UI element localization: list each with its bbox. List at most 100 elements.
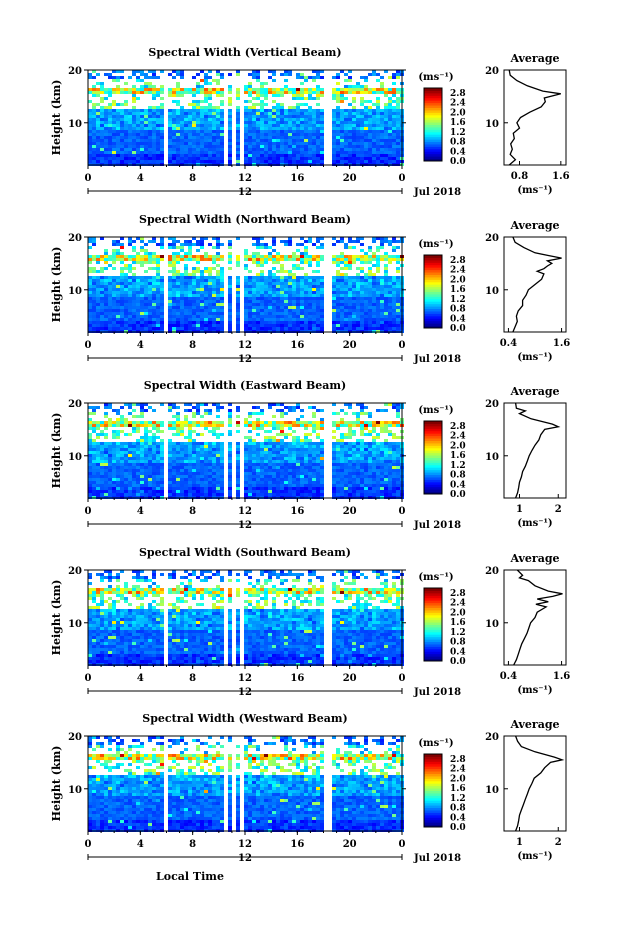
heatmap-cell [332,76,336,79]
heatmap-cell [96,160,100,163]
heatmap-cell [308,300,312,303]
heatmap-cell [236,124,240,127]
x-tick-label: 8 [189,340,196,351]
heatmap-cell [212,246,216,249]
heatmap-cell [296,130,300,133]
heatmap-cell [372,154,376,157]
heatmap-cell [268,145,272,148]
heatmap-cell [208,490,212,493]
heatmap-cell [144,142,148,145]
heatmap-cell [344,303,348,306]
heatmap-cell [276,145,280,148]
heatmap-cell [284,258,288,261]
heatmap-cell [280,151,284,154]
heatmap-cell [260,246,264,249]
heatmap-cell [384,103,388,106]
heatmap-cell [192,475,196,478]
heatmap-cell [344,73,348,76]
heatmap-cell [260,109,264,112]
heatmap-cell [96,469,100,472]
heatmap-cell [208,442,212,445]
heatmap-cell [92,490,96,493]
heatmap-cell [336,291,340,294]
heatmap-cell [304,273,308,276]
heatmap-cell [396,321,400,324]
heatmap-cell [380,151,384,154]
heatmap-cell [100,466,104,469]
heatmap-cell [368,127,372,130]
heatmap-cell [96,436,100,439]
heatmap-cell [372,151,376,154]
heatmap-cell [168,154,172,157]
heatmap-cell [100,463,104,466]
heatmap-cell [340,318,344,321]
heatmap-cell [384,109,388,112]
heatmap-cell [348,127,352,130]
heatmap-cell [116,240,120,243]
heatmap-cell [184,487,188,490]
heatmap-cell [204,427,208,430]
heatmap-cell [264,475,268,478]
heatmap-cell [380,303,384,306]
heatmap-cell [356,288,360,291]
heatmap-cell [380,309,384,312]
heatmap-cell [192,124,196,127]
heatmap-cell [236,297,240,300]
heatmap-cell [364,100,368,103]
heatmap-cell [244,291,248,294]
heatmap-cell [200,327,204,330]
heatmap-cell [384,124,388,127]
heatmap-cell [124,133,128,136]
heatmap-cell [140,79,144,82]
heatmap-cell [300,91,304,94]
heatmap-cell [300,130,304,133]
heatmap-cell [292,142,296,145]
heatmap-cell [296,151,300,154]
heatmap-cell [124,282,128,285]
heatmap-cell [348,88,352,91]
y-axis-label: Height (km) [50,80,63,156]
heatmap-cell [244,487,248,490]
average-x-tick-label: 1.6 [552,171,569,182]
heatmap-cell [184,300,188,303]
heatmap-cell [268,273,272,276]
heatmap-cell [256,109,260,112]
heatmap-cell [192,127,196,130]
heatmap-cell [132,454,136,457]
heatmap-cell [200,154,204,157]
heatmap-cell [388,288,392,291]
heatmap-cell [148,151,152,154]
heatmap-cell [100,424,104,427]
heatmap-cell [288,300,292,303]
heatmap-cell [100,493,104,496]
heatmap-cell [296,318,300,321]
heatmap-cell [248,100,252,103]
heatmap-cell [112,124,116,127]
heatmap-cell [272,121,276,124]
heatmap-cell [152,424,156,427]
heatmap-cell [188,252,192,255]
heatmap-cell [132,472,136,475]
heatmap-cell [304,157,308,160]
heatmap-cell [104,433,108,436]
heatmap-cell [228,276,232,279]
heatmap-cell [396,258,400,261]
heatmap-cell [228,246,232,249]
heatmap-cell [384,267,388,270]
heatmap-cell [368,142,372,145]
heatmap-cell [144,76,148,79]
heatmap-cell [128,139,132,142]
heatmap-cell [388,282,392,285]
heatmap-cell [360,148,364,151]
heatmap-cell [384,237,388,240]
heatmap-cell [248,303,252,306]
heatmap-cell [376,160,380,163]
heatmap-cell [216,442,220,445]
heatmap-cell [148,291,152,294]
heatmap-cell [376,246,380,249]
heatmap-cell [144,451,148,454]
heatmap-cell [344,115,348,118]
heatmap-cell [296,276,300,279]
heatmap-cell [152,285,156,288]
heatmap-cell [384,88,388,91]
